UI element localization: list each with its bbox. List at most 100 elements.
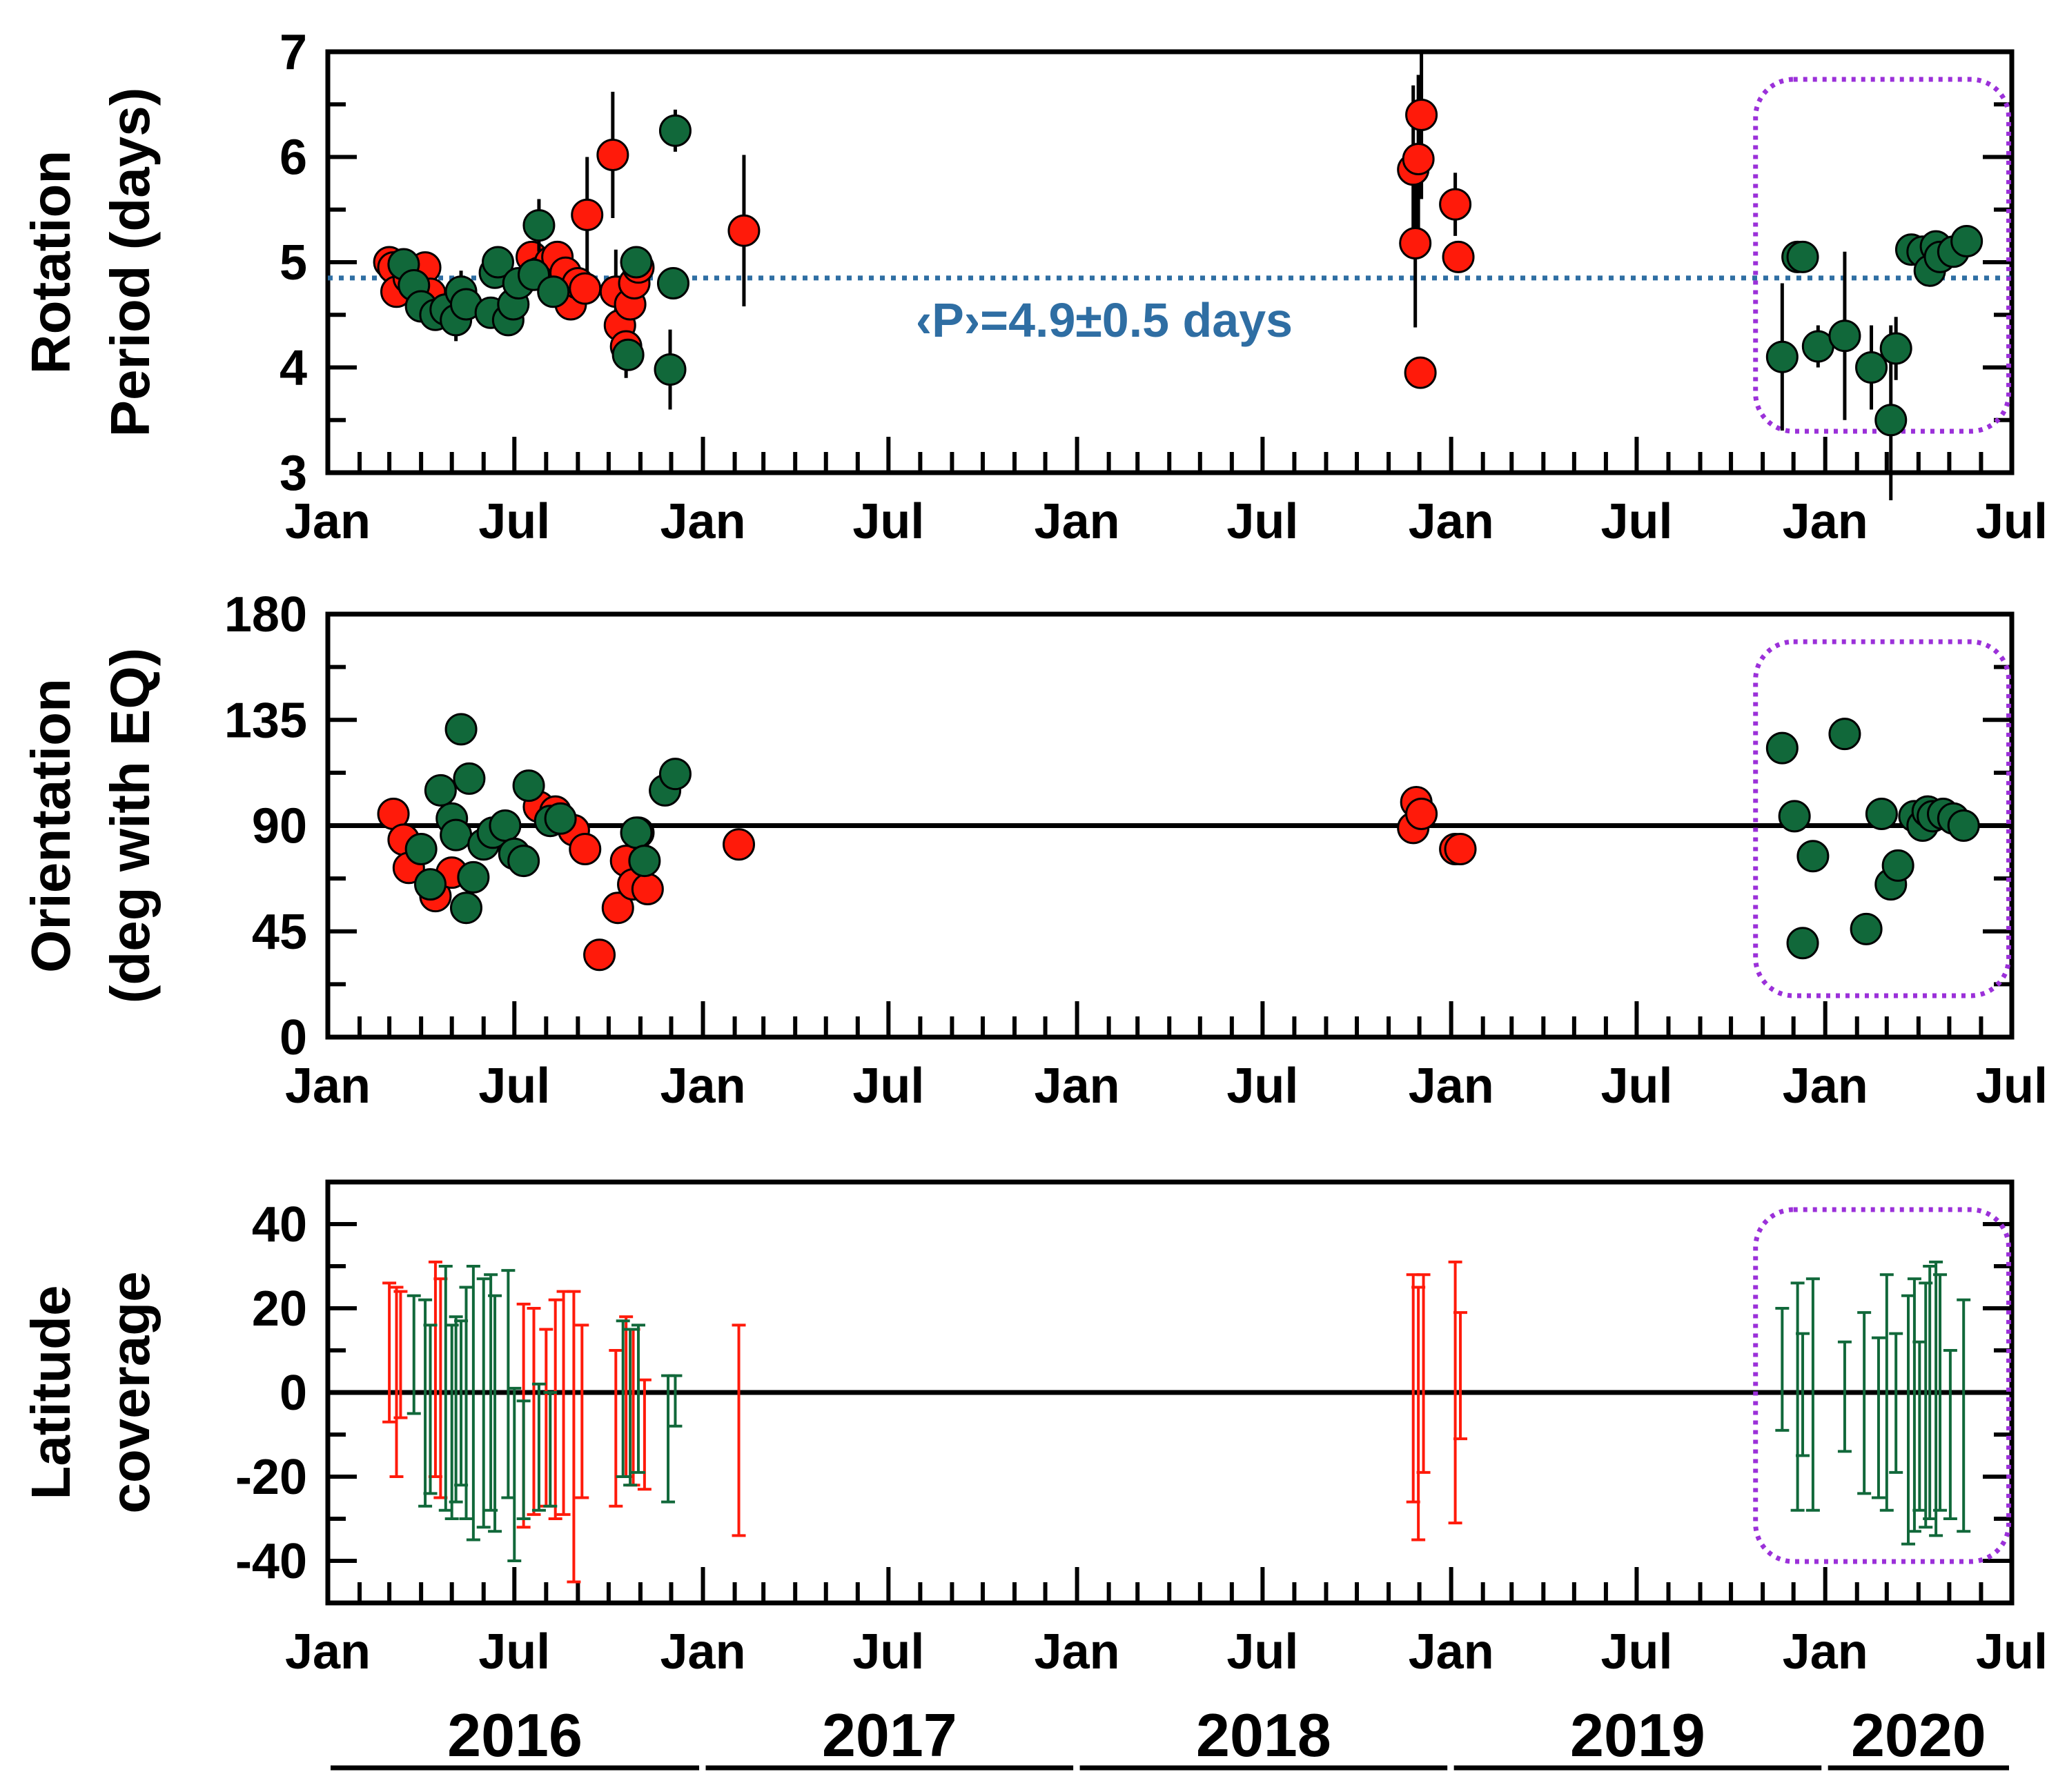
latitude-range-bar xyxy=(1879,1273,1894,1512)
period-point xyxy=(1879,332,1912,365)
x-tick-label: Jul xyxy=(1226,1624,1298,1680)
y-axis-label: Period (days) xyxy=(99,88,161,437)
x-tick-label: Jan xyxy=(1409,494,1494,549)
period-point xyxy=(1405,99,1438,131)
latitude-range-bar xyxy=(1907,1277,1921,1533)
x-tick-label: Jul xyxy=(852,494,924,549)
x-tick-label: Jan xyxy=(1035,494,1120,549)
orientation-point xyxy=(512,769,545,803)
orientation-point xyxy=(631,872,664,905)
period-point xyxy=(611,338,645,371)
orientation-point xyxy=(583,938,616,972)
orientation-point xyxy=(1765,731,1799,765)
latitude-range-bar xyxy=(1957,1298,1971,1533)
x-tick-label: Jul xyxy=(1976,494,2048,549)
year-label: 2018 xyxy=(1196,1701,1331,1769)
latitude-coverage-panel: Jan Jul Jan Jul Jan Jul Jan Jul Jan Jul -40 -20 0 20 4… xyxy=(20,1179,2048,1680)
period-point xyxy=(656,267,689,299)
x-tick-label: Jan xyxy=(1035,1059,1120,1114)
year-label: 2020 xyxy=(1851,1701,1986,1769)
period-point xyxy=(522,209,556,242)
y-tick-label: 7 xyxy=(280,25,307,80)
orientation-point xyxy=(620,816,653,849)
orientation-point xyxy=(1850,912,1883,945)
period-point xyxy=(1950,225,1983,257)
y-tick-label: 5 xyxy=(280,235,307,291)
latitude-range-bar xyxy=(668,1374,683,1428)
latitude-range-bar xyxy=(406,1294,421,1415)
x-tick-label: Jul xyxy=(478,1624,550,1680)
orientation-panel: Jan Jul Jan Jul Jan Jul Jan Jul Jan Jul 0 45 90 135 18… xyxy=(20,587,2048,1114)
orientation-point xyxy=(457,860,490,894)
latitude-range-bar xyxy=(1933,1273,1948,1512)
latitude-range-bar xyxy=(1416,1273,1431,1474)
orientation-point xyxy=(1947,809,1980,842)
latitude-range-bar xyxy=(623,1328,638,1487)
latitude-range-bar xyxy=(507,1386,522,1562)
period-point xyxy=(571,198,604,231)
x-tick-label: Jul xyxy=(852,1059,924,1114)
year-label: 2019 xyxy=(1570,1701,1705,1769)
orientation-point xyxy=(424,774,457,807)
rotation-period-panel: Jan Jul Jan Jul Jan Jul Jan Jul Jan Jul 3 4 5 6 7 Rotat… xyxy=(20,25,2048,549)
period-point xyxy=(727,214,761,247)
period-point xyxy=(1765,340,1799,373)
latitude-range-bar xyxy=(1448,1260,1462,1525)
y-tick-label: 180 xyxy=(224,587,307,642)
orientation-point xyxy=(1865,797,1898,830)
orientation-point xyxy=(444,713,478,746)
x-tick-label: Jul xyxy=(1976,1059,2048,1114)
latitude-range-bar xyxy=(609,1349,623,1508)
latitude-range-bar xyxy=(488,1294,502,1533)
orientation-point xyxy=(1405,797,1438,830)
y-tick-label: 90 xyxy=(252,799,307,854)
x-tick-label: Jan xyxy=(1035,1624,1120,1680)
latitude-range-bar xyxy=(1857,1311,1872,1495)
y-tick-label: 40 xyxy=(252,1197,307,1252)
latitude-range-bar xyxy=(1453,1311,1468,1441)
latitude-range-bar xyxy=(476,1277,491,1529)
y-tick-label: -20 xyxy=(235,1450,307,1505)
period-point xyxy=(569,272,602,305)
orientation-point xyxy=(453,762,486,795)
period-point xyxy=(658,114,692,147)
x-tick-label: Jul xyxy=(1600,494,1672,549)
x-tick-label: Jul xyxy=(1976,1624,2048,1680)
x-tick-label: Jan xyxy=(1783,494,1868,549)
x-tick-label: Jan xyxy=(285,1624,371,1680)
period-point xyxy=(482,246,515,279)
highlight-box xyxy=(1753,639,2012,998)
latitude-range-bar xyxy=(543,1391,558,1508)
orientation-point xyxy=(658,758,692,791)
period-point xyxy=(1402,143,1435,176)
period-point xyxy=(654,353,687,386)
latitude-range-bar xyxy=(732,1323,746,1537)
latitude-range-bar xyxy=(418,1298,433,1508)
x-tick-label: Jan xyxy=(285,1059,371,1114)
latitude-range-bar xyxy=(449,1315,463,1504)
period-point xyxy=(1786,240,1819,273)
latitude-range-bar xyxy=(1790,1281,1805,1512)
period-point xyxy=(596,138,629,171)
latitude-range-bar xyxy=(567,1290,581,1584)
y-tick-label: 20 xyxy=(252,1281,307,1337)
y-tick-label: 0 xyxy=(280,1366,307,1421)
orientation-point xyxy=(489,809,522,842)
orientation-point xyxy=(544,802,577,835)
latitude-range-bar xyxy=(527,1307,541,1516)
x-tick-label: Jul xyxy=(1600,1059,1672,1114)
latitude-range-bar xyxy=(1923,1265,1937,1520)
orientation-point xyxy=(1828,718,1861,751)
y-tick-label: 45 xyxy=(252,905,307,960)
latitude-range-bar xyxy=(438,1265,453,1512)
period-point xyxy=(1855,351,1888,384)
orientation-point xyxy=(414,868,447,901)
latitude-range-bar xyxy=(501,1269,516,1499)
latitude-range-bar xyxy=(466,1265,480,1542)
x-tick-label: Jan xyxy=(660,494,746,549)
y-tick-label: 3 xyxy=(280,446,307,501)
latitude-range-bar xyxy=(1805,1277,1820,1512)
x-tick-label: Jan xyxy=(1783,1624,1868,1680)
year-label: 2017 xyxy=(822,1701,957,1769)
period-point xyxy=(1439,188,1472,221)
